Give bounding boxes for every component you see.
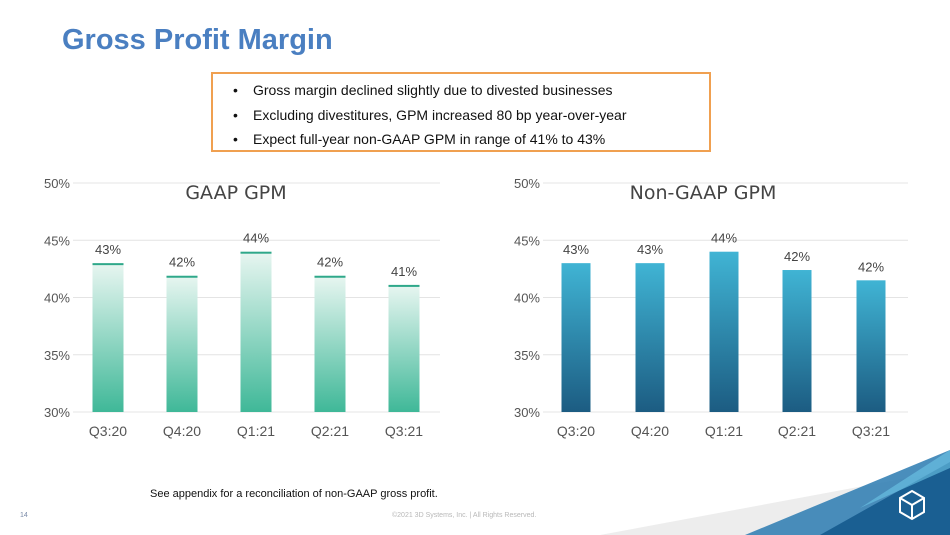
y-tick-label: 45%	[514, 233, 540, 248]
y-tick-label: 45%	[44, 233, 70, 248]
bar-cap	[314, 275, 346, 278]
x-tick-label: Q4:20	[631, 423, 669, 439]
data-label: 42%	[169, 255, 195, 270]
y-tick-label: 35%	[44, 348, 70, 363]
bar-cap	[166, 275, 198, 278]
callout-bullet-3: • Expect full-year non-GAAP GPM in range …	[233, 131, 606, 147]
bar-cap	[92, 263, 124, 266]
data-label: 44%	[243, 231, 269, 246]
callout-box: • Gross margin declined slightly due to d…	[211, 72, 711, 152]
chart-title: GAAP GPM	[185, 182, 286, 204]
bar	[709, 251, 739, 412]
data-label: 42%	[858, 259, 884, 274]
x-tick-label: Q4:20	[163, 423, 201, 439]
data-label: 44%	[711, 231, 737, 246]
x-tick-label: Q3:20	[89, 423, 127, 439]
y-tick-label: 35%	[514, 348, 540, 363]
footnote: See appendix for a reconciliation of non…	[150, 488, 438, 500]
y-tick-label: 40%	[44, 291, 70, 306]
data-label: 43%	[563, 242, 589, 257]
bar	[635, 263, 665, 412]
bar	[240, 251, 272, 412]
x-tick-label: Q3:21	[385, 423, 423, 439]
copyright: ©2021 3D Systems, Inc. | All Rights Rese…	[392, 512, 537, 519]
bar	[561, 263, 591, 412]
chart-title: Non-GAAP GPM	[630, 182, 777, 204]
data-label: 41%	[391, 264, 417, 279]
x-tick-label: Q3:20	[557, 423, 595, 439]
y-tick-label: 30%	[514, 405, 540, 420]
x-tick-label: Q1:21	[237, 423, 275, 439]
callout-bullet-1: • Gross margin declined slightly due to d…	[233, 82, 613, 98]
page-number: 14	[20, 512, 28, 519]
y-tick-label: 50%	[44, 176, 70, 191]
callout-bullet-2: • Excluding divestitures, GPM increased 8…	[233, 107, 627, 123]
3d-systems-logo-icon	[899, 489, 925, 521]
x-tick-label: Q2:21	[778, 423, 816, 439]
data-label: 42%	[784, 249, 810, 264]
x-tick-label: Q2:21	[311, 423, 349, 439]
y-tick-label: 50%	[514, 176, 540, 191]
bar	[782, 270, 812, 412]
bar-cap	[388, 284, 420, 287]
x-tick-label: Q3:21	[852, 423, 890, 439]
bar	[166, 275, 198, 412]
bar	[92, 263, 124, 412]
bar	[856, 280, 886, 412]
data-label: 43%	[95, 242, 121, 257]
data-label: 43%	[637, 242, 663, 257]
y-tick-label: 30%	[44, 405, 70, 420]
bar	[388, 284, 420, 412]
bar	[314, 275, 346, 412]
x-tick-label: Q1:21	[705, 423, 743, 439]
bar-cap	[240, 251, 272, 254]
data-label: 42%	[317, 255, 343, 270]
y-tick-label: 40%	[514, 291, 540, 306]
slide-title: Gross Profit Margin	[62, 24, 333, 56]
